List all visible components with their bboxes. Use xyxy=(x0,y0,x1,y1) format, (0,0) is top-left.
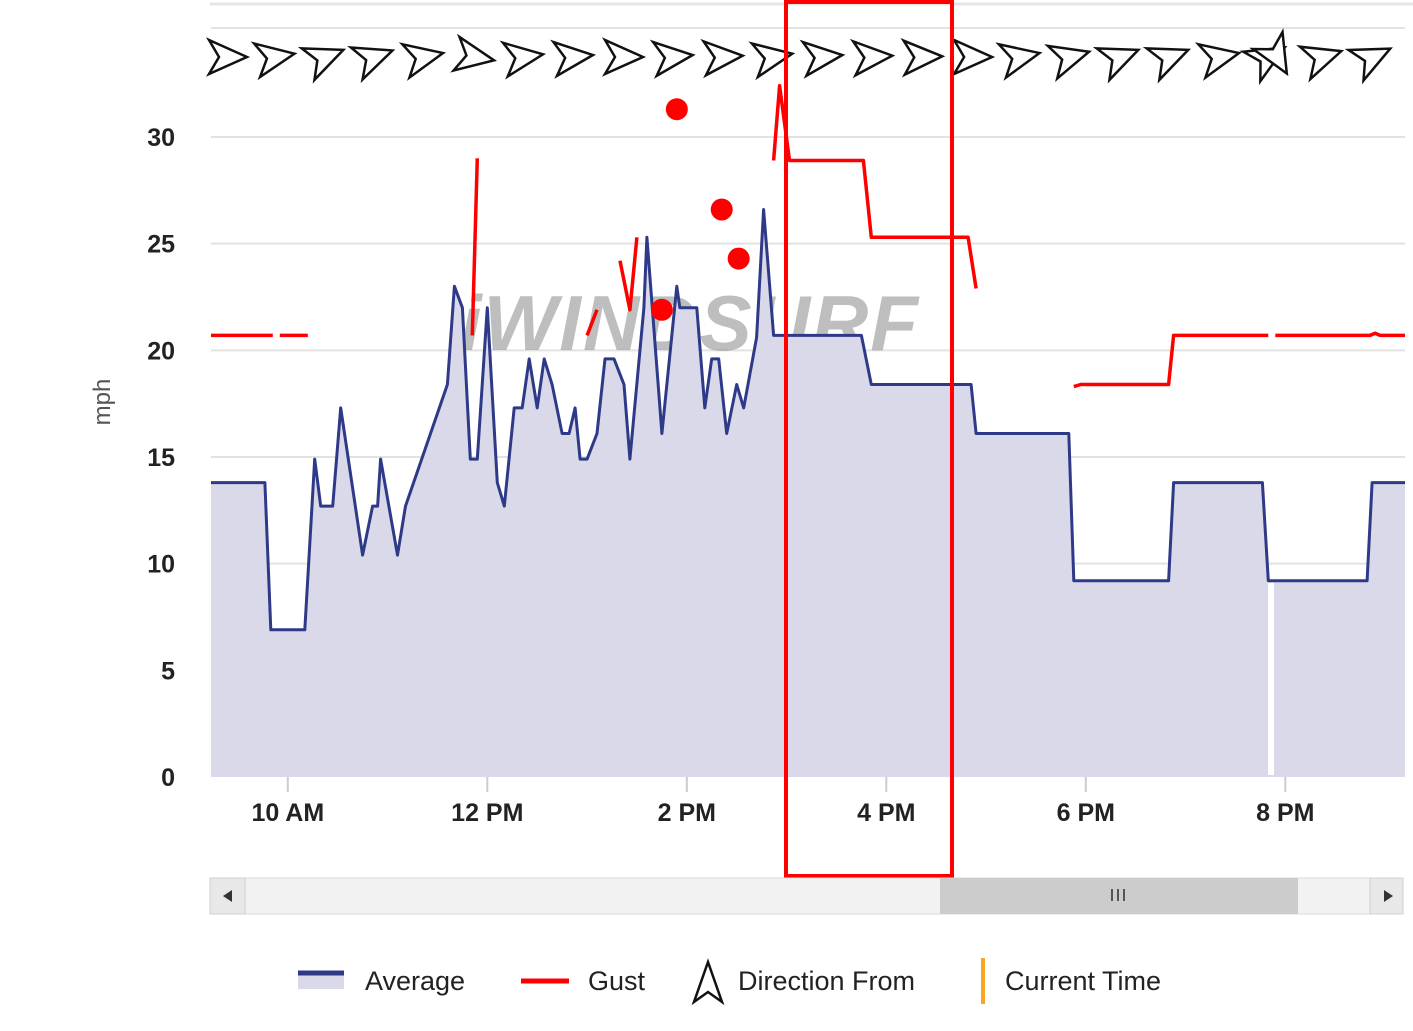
direction-arrow-shape xyxy=(995,42,1043,81)
legend: Average Gust Direction From Current Time xyxy=(298,958,1161,1006)
direction-arrow-shape xyxy=(347,45,396,84)
y-tick-label: 10 xyxy=(147,551,175,579)
y-tick-label: 25 xyxy=(147,231,175,259)
gust-point xyxy=(665,98,688,121)
direction-arrow-shape xyxy=(1142,46,1192,84)
chevron-left-icon xyxy=(223,890,232,902)
gust-line-segment xyxy=(585,309,599,337)
gust-line-segment xyxy=(1073,333,1269,389)
x-axis-ticks: 10 AM 12 PM 2 PM 4 PM 6 PM 8 PM xyxy=(251,777,1314,827)
direction-arrow-icon xyxy=(1092,46,1142,84)
legend-average-label: Average xyxy=(365,966,465,996)
direction-arrow-icon xyxy=(1249,28,1289,77)
direction-arrow-icon xyxy=(601,37,647,77)
gust-point xyxy=(710,198,733,221)
x-tick-label: 4 PM xyxy=(857,799,915,827)
highlight-box xyxy=(784,0,954,878)
average-area xyxy=(211,209,1405,777)
direction-arrow-shape xyxy=(601,37,647,77)
gust-line-segment xyxy=(1275,331,1405,338)
direction-arrow-shape xyxy=(1092,46,1142,84)
direction-arrow-shape xyxy=(1249,28,1289,77)
direction-arrow-shape xyxy=(398,42,447,81)
y-tick-label: 20 xyxy=(147,337,175,365)
direction-arrow-shape xyxy=(499,40,547,80)
direction-arrow-shape xyxy=(951,37,996,77)
direction-arrow-shape xyxy=(649,39,696,79)
chevron-right-icon xyxy=(1384,890,1393,902)
horizontal-scrollbar[interactable] xyxy=(209,877,1404,915)
direction-arrow-icon xyxy=(849,38,896,79)
direction-arrow-icon xyxy=(951,37,996,77)
y-axis-label: mph xyxy=(89,379,116,426)
legend-item-direction[interactable]: Direction From xyxy=(691,958,915,1006)
legend-item-average[interactable]: Average xyxy=(298,966,465,996)
direction-arrow-icon xyxy=(550,39,597,79)
x-tick-label: 8 PM xyxy=(1256,799,1314,827)
x-tick-label: 6 PM xyxy=(1057,799,1115,827)
average-line xyxy=(211,208,1405,632)
legend-current-time-label: Current Time xyxy=(1005,966,1161,996)
legend-item-gust[interactable]: Gust xyxy=(521,966,646,996)
gust-point xyxy=(650,298,673,321)
direction-arrow-shape xyxy=(1194,42,1243,81)
direction-arrow-icon xyxy=(700,38,746,79)
y-axis-ticks: 0 5 10 15 20 25 30 xyxy=(147,124,175,792)
direction-arrow-icon xyxy=(900,38,946,78)
gust-point xyxy=(727,247,750,270)
x-tick-label: 2 PM xyxy=(658,799,716,827)
direction-arrow-shape xyxy=(550,39,597,79)
direction-arrow-shape xyxy=(900,38,946,78)
direction-arrow-icon xyxy=(1142,46,1192,84)
direction-arrow-icon xyxy=(499,40,547,80)
direction-arrow-icon xyxy=(748,41,796,81)
direction-arrow-icon xyxy=(691,958,725,1006)
direction-arrow-shape xyxy=(1044,44,1093,83)
gust-line-segment xyxy=(771,84,978,289)
direction-arrows xyxy=(205,28,1393,86)
gust-series xyxy=(211,84,1405,389)
direction-arrow-shape xyxy=(748,41,796,81)
direction-arrow-icon xyxy=(1296,45,1345,83)
x-tick-label: 12 PM xyxy=(451,799,523,827)
direction-arrow-shape xyxy=(700,38,746,79)
direction-arrow-shape xyxy=(205,37,251,77)
direction-arrow-icon xyxy=(1344,47,1393,85)
direction-arrow-shape xyxy=(1296,45,1345,83)
direction-arrow-icon xyxy=(799,39,846,79)
x-tick-label: 10 AM xyxy=(251,799,324,827)
y-tick-label: 30 xyxy=(147,124,175,152)
direction-arrow-icon xyxy=(1044,44,1093,83)
scroll-right-button[interactable] xyxy=(1369,877,1404,915)
direction-arrow-icon xyxy=(398,42,447,81)
legend-direction-label: Direction From xyxy=(738,966,915,996)
direction-arrow-shape xyxy=(250,41,298,81)
legend-gust-label: Gust xyxy=(588,966,646,996)
y-tick-label: 5 xyxy=(161,657,175,685)
direction-arrow-icon xyxy=(649,39,696,79)
y-tick-label: 0 xyxy=(161,764,175,792)
direction-arrow-icon xyxy=(995,42,1043,81)
y-tick-label: 15 xyxy=(147,444,175,472)
direction-arrow-shape xyxy=(297,46,347,84)
direction-arrow-icon xyxy=(205,37,251,77)
direction-arrow-shape xyxy=(799,39,846,79)
legend-item-current-time[interactable]: Current Time xyxy=(981,958,1161,1004)
gust-line-segment xyxy=(470,158,480,336)
direction-arrow-icon xyxy=(1194,42,1243,81)
direction-arrow-shape xyxy=(450,33,498,73)
average-series xyxy=(211,208,1405,777)
grip-icon xyxy=(1111,889,1125,901)
direction-arrow-icon xyxy=(450,33,498,73)
gust-line-segment xyxy=(618,237,639,312)
direction-arrow-icon xyxy=(297,46,347,84)
direction-arrow-icon xyxy=(250,41,298,81)
direction-arrow-shape xyxy=(1344,47,1393,85)
direction-arrow-shape xyxy=(849,38,896,79)
direction-arrow-icon xyxy=(347,45,396,84)
